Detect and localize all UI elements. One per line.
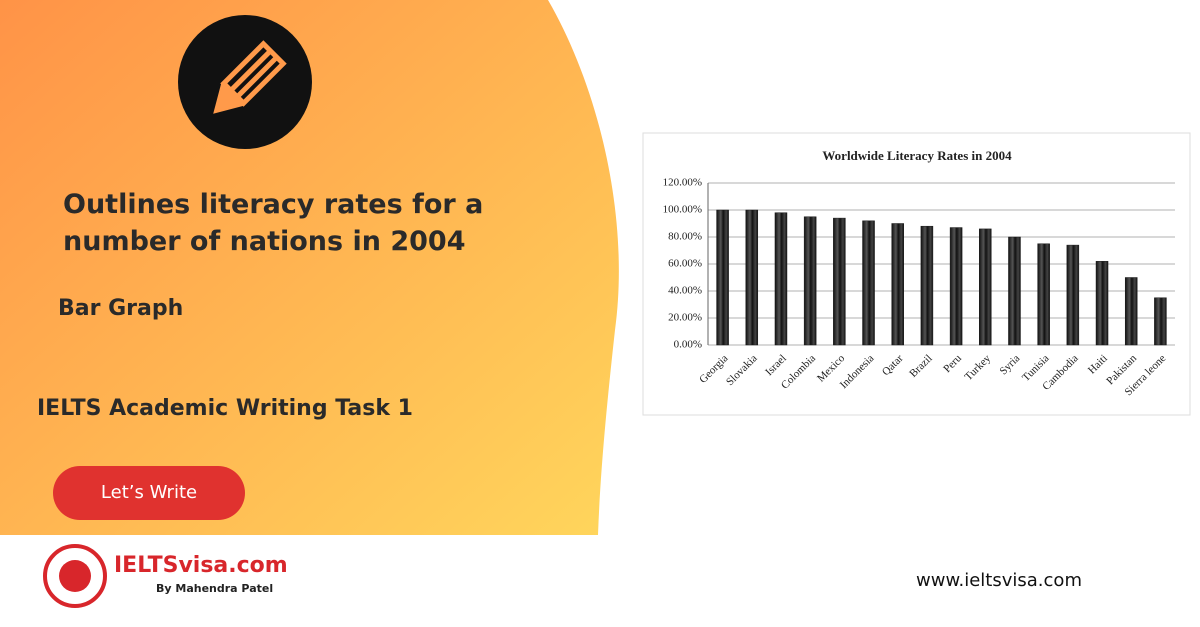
- y-tick-label: 0.00%: [674, 339, 702, 351]
- graph-type: Bar Graph: [58, 296, 184, 321]
- bar: [1008, 236, 1021, 346]
- bar: [1154, 297, 1167, 346]
- bar: [803, 216, 817, 346]
- headline: Outlines literacy rates for a number of n…: [63, 186, 483, 260]
- bar: [833, 217, 846, 346]
- bar: [774, 212, 788, 346]
- logo-mark: [59, 560, 91, 592]
- y-tick-label: 80.00%: [668, 231, 702, 243]
- bar: [1124, 277, 1138, 346]
- bar: [949, 227, 963, 346]
- bar: [1037, 243, 1050, 346]
- bar: [716, 209, 729, 346]
- orange-panel: [0, 0, 619, 535]
- headline-line: number of nations in 2004: [63, 226, 466, 257]
- lets-write-button[interactable]: Let’s Write: [53, 466, 245, 520]
- bar: [862, 220, 875, 346]
- bar: [1095, 261, 1109, 346]
- y-tick-label: 40.00%: [668, 285, 702, 297]
- bar: [745, 209, 759, 346]
- y-tick-label: 20.00%: [668, 312, 702, 324]
- y-tick-label: 100.00%: [663, 204, 702, 216]
- chart-title: Worldwide Literacy Rates in 2004: [822, 148, 1012, 163]
- bar: [891, 223, 904, 346]
- icon-circle: [178, 15, 312, 149]
- headline-line: Outlines literacy rates for a: [63, 189, 484, 220]
- brand-byline: By Mahendra Patel: [156, 582, 274, 595]
- website: www.ieltsvisa.com: [916, 570, 1082, 591]
- task: IELTS Academic Writing Task 1: [37, 396, 413, 421]
- bar: [920, 225, 934, 346]
- brand-name: IELTSvisa.com: [114, 553, 288, 578]
- bar: [979, 228, 992, 346]
- pencil-icon: [213, 40, 287, 114]
- y-tick-label: 60.00%: [668, 258, 702, 270]
- y-tick-label: 120.00%: [663, 177, 702, 189]
- bar: [1066, 244, 1080, 346]
